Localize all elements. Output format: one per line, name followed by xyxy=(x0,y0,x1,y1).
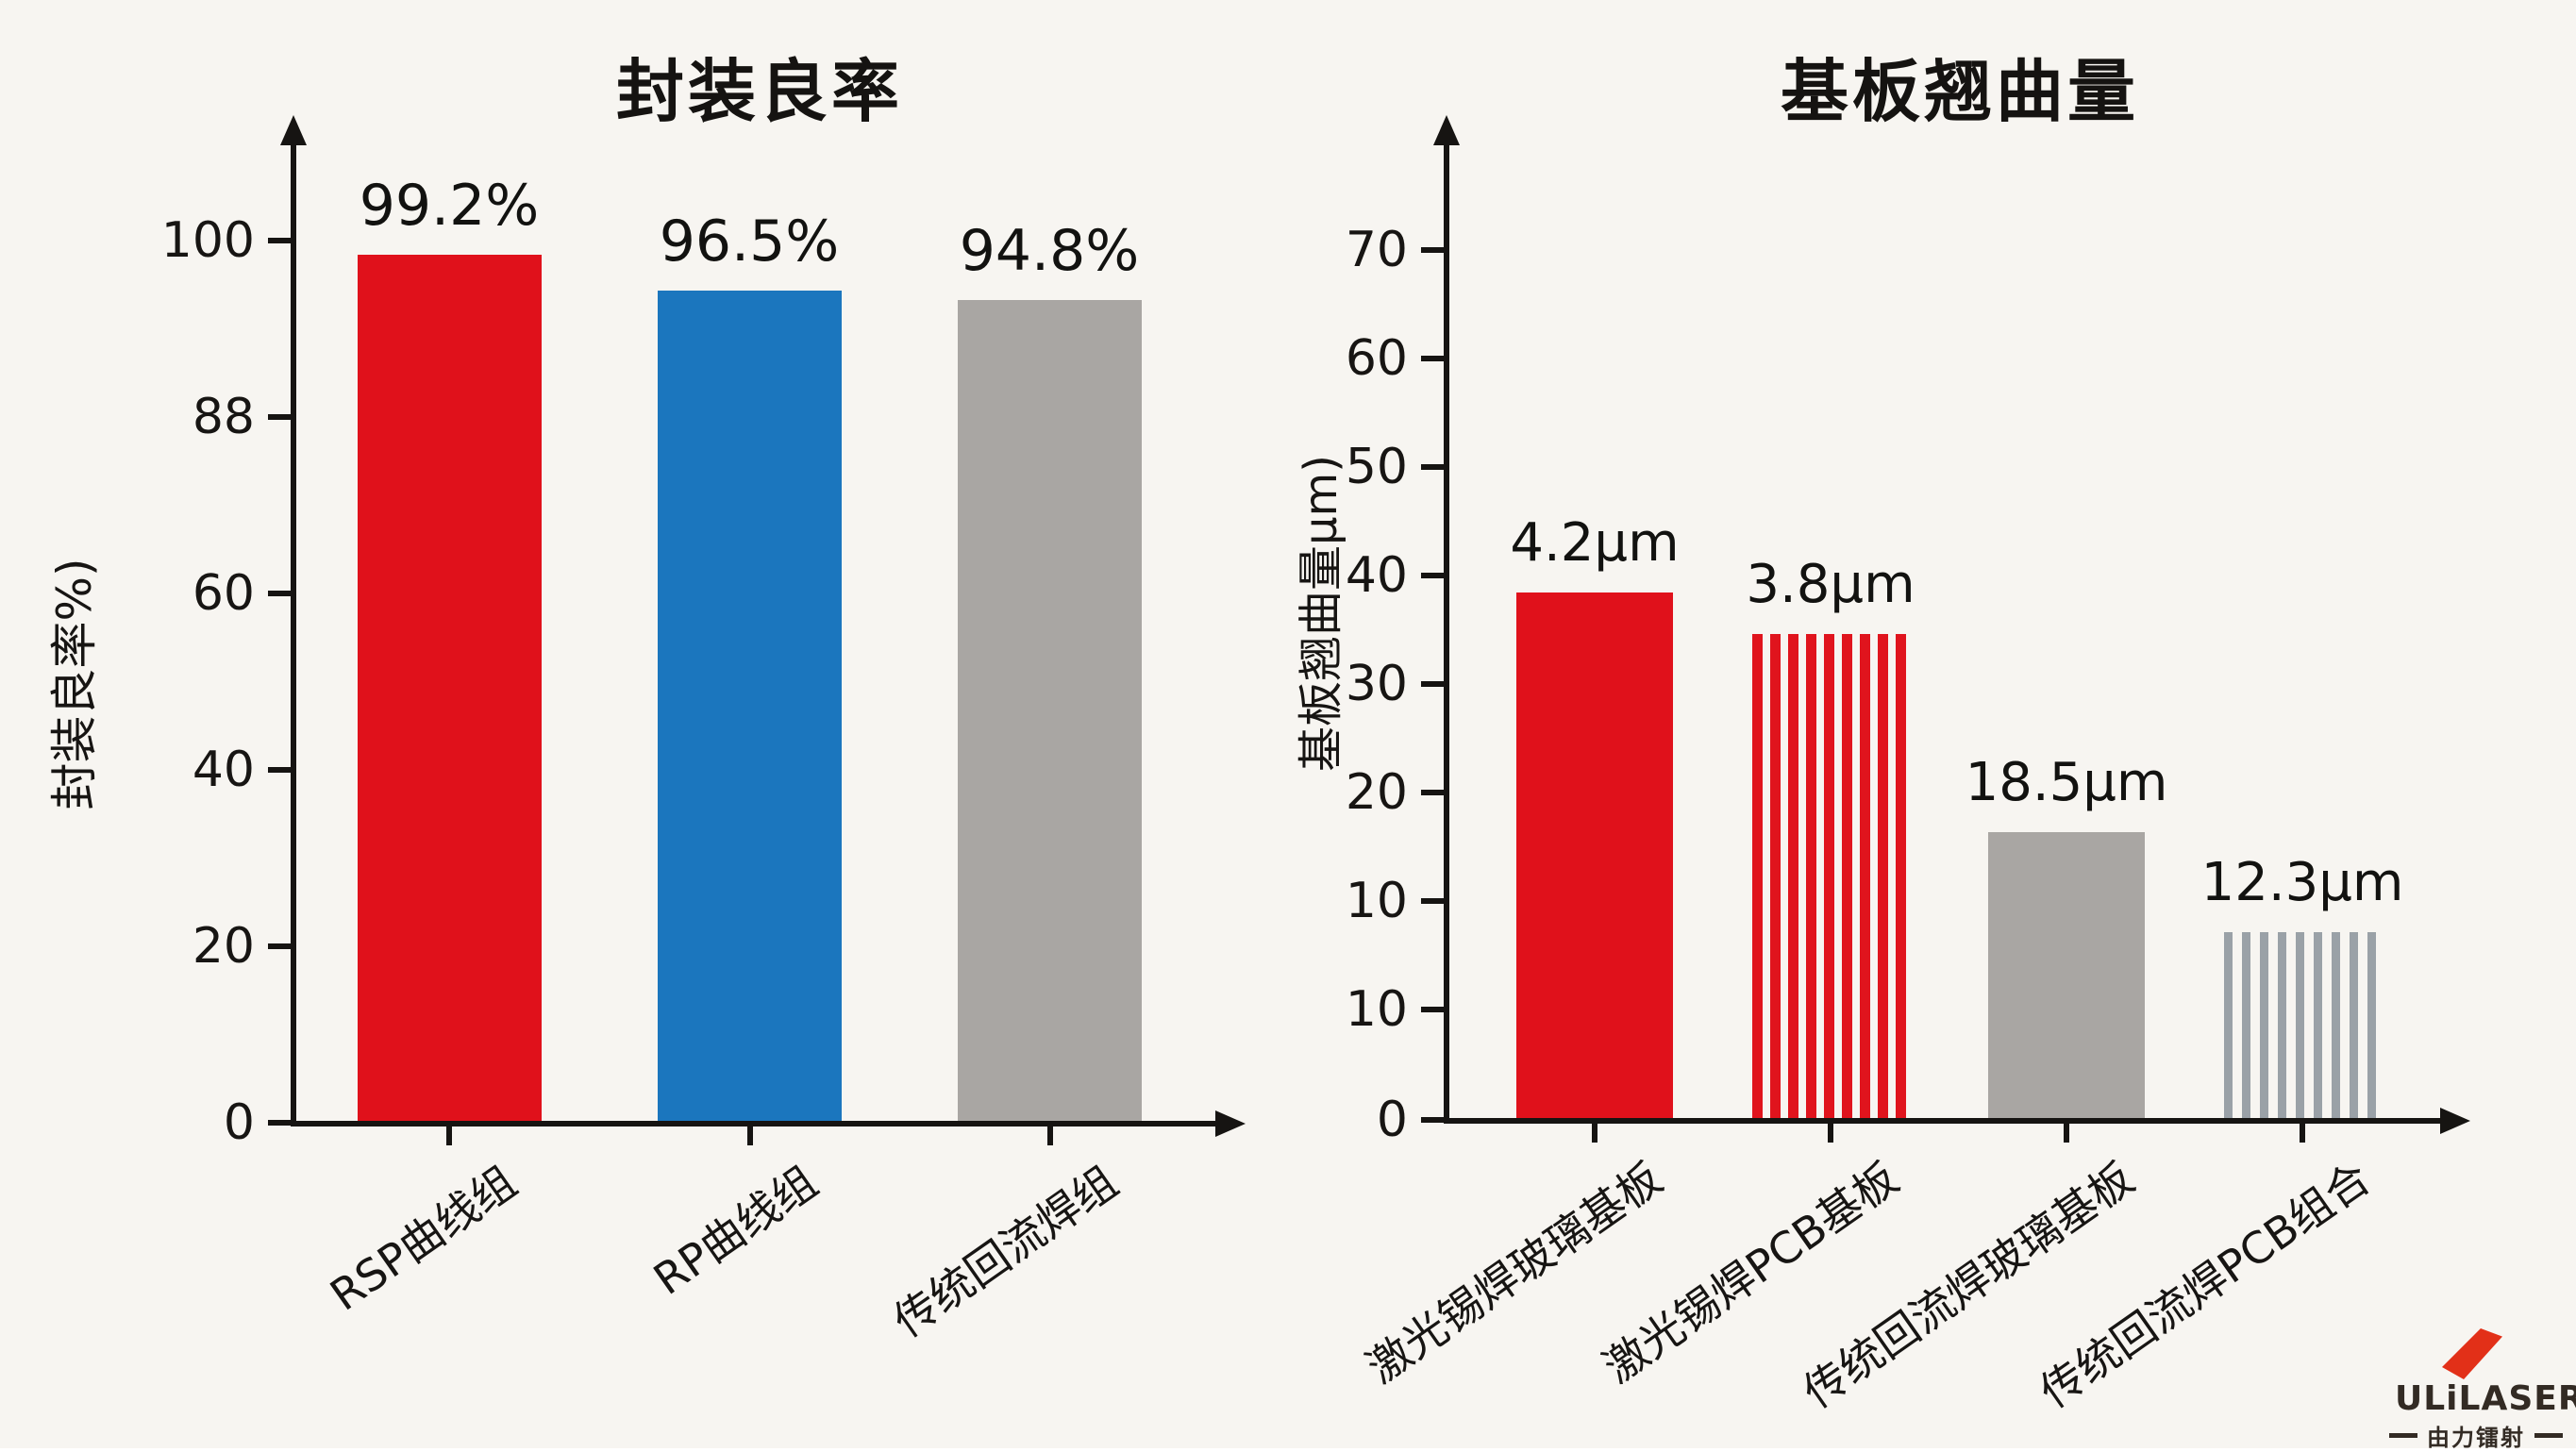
logo-subtitle: 由力镭射 xyxy=(2427,1425,2525,1451)
bar-value-label: 96.5% xyxy=(659,209,840,275)
y-tick-label: 60 xyxy=(192,565,255,622)
logo-brand: ULiLASER xyxy=(2395,1379,2576,1418)
y-tick xyxy=(1421,790,1444,795)
left-y-axis xyxy=(291,142,296,1125)
y-tick-label: 10 xyxy=(1345,981,1408,1038)
y-tick xyxy=(1421,1007,1444,1012)
y-tick xyxy=(268,591,291,596)
left-x-axis xyxy=(291,1121,1219,1127)
category-label: RP曲线组 xyxy=(644,1156,828,1306)
y-tick xyxy=(268,1120,291,1126)
y-tick xyxy=(1421,898,1444,904)
y-tick-label: 10 xyxy=(1345,873,1408,929)
y-tick-label: 50 xyxy=(1345,439,1408,495)
x-tick xyxy=(1828,1124,1833,1143)
x-tick xyxy=(2300,1124,2305,1143)
y-tick xyxy=(1421,356,1444,361)
bar-rp-group xyxy=(658,291,842,1121)
y-tick xyxy=(268,414,291,420)
logo-rule-left xyxy=(2389,1433,2417,1438)
left-x-axis-arrow-icon xyxy=(1215,1110,1246,1137)
logo-rule-right xyxy=(2534,1433,2563,1438)
category-label: RSP曲线组 xyxy=(321,1156,527,1321)
bar-value-label: 12.3μm xyxy=(2200,852,2404,913)
y-tick-label: 70 xyxy=(1345,222,1408,278)
right-y-axis-label: 基板翘曲量μm) xyxy=(1295,454,1347,773)
y-tick-label: 88 xyxy=(192,389,255,445)
right-chart-title: 基板翘曲量 xyxy=(1780,52,2139,131)
y-tick xyxy=(1421,464,1444,470)
y-tick-label: 40 xyxy=(192,742,255,798)
y-tick xyxy=(268,943,291,949)
right-y-axis xyxy=(1444,142,1449,1123)
x-tick xyxy=(446,1127,452,1145)
x-tick xyxy=(1592,1124,1597,1143)
bar-rsp-group xyxy=(358,255,542,1121)
left-chart-title: 封装良率 xyxy=(615,52,903,131)
bar-value-label: 3.8μm xyxy=(1746,554,1915,615)
logo-mark-icon xyxy=(2442,1328,2502,1379)
bar-reflow-glass xyxy=(1988,832,2145,1118)
bar-reflow-pcb xyxy=(2224,932,2381,1118)
x-tick xyxy=(747,1127,753,1145)
y-tick xyxy=(1421,681,1444,687)
y-tick xyxy=(1421,247,1444,253)
bar-value-label: 4.2μm xyxy=(1510,512,1680,574)
y-tick-label: 60 xyxy=(1345,330,1408,387)
y-tick xyxy=(1421,1117,1444,1123)
right-y-axis-arrow-icon xyxy=(1433,115,1460,145)
x-tick xyxy=(1047,1127,1053,1145)
y-tick-label: 40 xyxy=(1345,547,1408,604)
bar-reflow-group xyxy=(958,300,1142,1121)
x-tick xyxy=(2064,1124,2069,1143)
y-tick-label: 20 xyxy=(1345,764,1408,821)
bar-laser-pcb xyxy=(1752,634,1909,1118)
y-tick-label: 30 xyxy=(1345,656,1408,712)
y-tick xyxy=(268,767,291,773)
y-tick-label: 20 xyxy=(192,918,255,975)
bar-value-label: 94.8% xyxy=(959,218,1140,284)
bar-value-label: 18.5μm xyxy=(1965,752,2168,813)
logo: ULiLASER 由力镭射 xyxy=(2389,1321,2576,1451)
bar-laser-glass xyxy=(1516,592,1673,1118)
y-tick-label: 0 xyxy=(223,1094,255,1151)
y-tick xyxy=(1421,573,1444,578)
left-y-axis-arrow-icon xyxy=(280,115,307,145)
category-label: 传统回流焊组 xyxy=(884,1156,1128,1347)
logo-subtitle-row: 由力镭射 xyxy=(2389,1419,2563,1452)
y-tick-label: 0 xyxy=(1376,1092,1408,1148)
y-tick xyxy=(268,238,291,243)
bar-value-label: 99.2% xyxy=(359,173,540,239)
right-x-axis xyxy=(1444,1118,2444,1124)
right-x-axis-arrow-icon xyxy=(2440,1108,2470,1134)
y-tick-label: 100 xyxy=(160,212,255,269)
